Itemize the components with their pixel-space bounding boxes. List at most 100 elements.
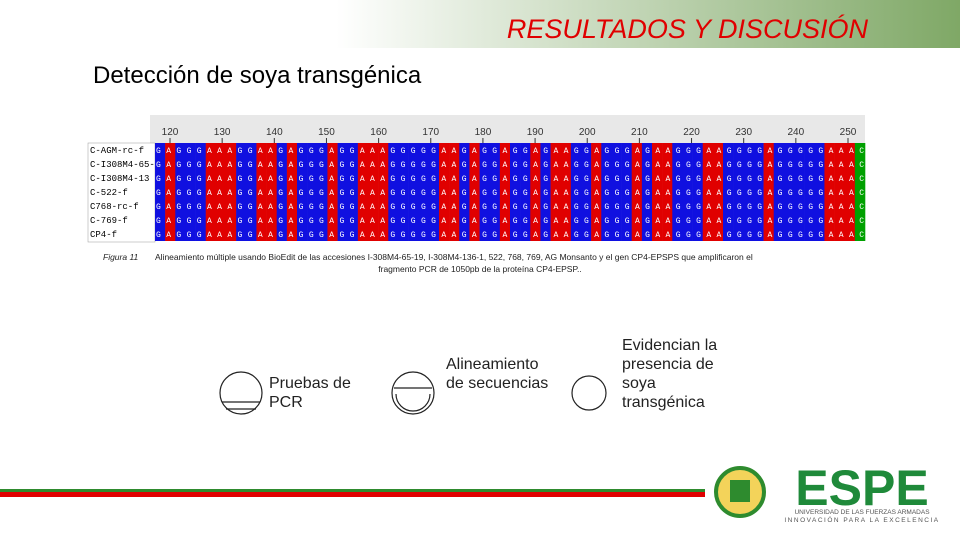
base-cell	[185, 199, 196, 213]
base-cell	[773, 227, 785, 241]
base-cell	[601, 143, 612, 157]
base-cell	[479, 171, 491, 185]
base-cell	[378, 213, 389, 227]
base-cell	[520, 171, 531, 185]
slide-subtitle: Detección de soya transgénica	[93, 62, 422, 89]
base-cell	[814, 227, 825, 241]
base-cell	[631, 199, 643, 213]
base-cell	[175, 171, 186, 185]
base-cell	[520, 157, 531, 171]
base-cell	[388, 185, 399, 199]
base-cell	[418, 227, 430, 241]
base-cell	[723, 157, 734, 171]
base-cell	[834, 227, 846, 241]
base-cell	[702, 171, 714, 185]
base-cell	[510, 227, 521, 241]
base-cell	[662, 199, 673, 213]
base-cell	[824, 157, 835, 171]
base-cell	[794, 143, 805, 157]
sequence-name: C-769-f	[90, 216, 128, 226]
base-cell	[854, 213, 866, 227]
base-cell	[753, 171, 764, 185]
base-cell	[469, 199, 480, 213]
base-cell	[175, 227, 186, 241]
base-cell	[205, 227, 217, 241]
base-cell	[540, 213, 551, 227]
base-cell	[712, 227, 724, 241]
base-cell	[682, 171, 693, 185]
logo-line2: INNOVACIÓN PARA LA EXCELENCIA	[784, 515, 939, 524]
base-cell	[550, 157, 562, 171]
base-cell	[692, 213, 704, 227]
base-cell	[723, 143, 734, 157]
base-cell	[276, 171, 288, 185]
base-cell	[236, 157, 247, 171]
base-cell	[499, 227, 511, 241]
base-cell	[165, 157, 176, 171]
base-cell	[388, 199, 399, 213]
base-cell	[347, 157, 359, 171]
base-cell	[743, 171, 754, 185]
base-cell	[834, 157, 846, 171]
base-cell	[560, 213, 572, 227]
base-cell	[418, 171, 430, 185]
base-cell	[246, 185, 257, 199]
base-cell	[702, 199, 714, 213]
base-cell	[418, 199, 430, 213]
base-cell	[357, 157, 369, 171]
base-cell	[266, 171, 278, 185]
base-cell	[723, 227, 734, 241]
base-cell	[773, 213, 785, 227]
footer-line-green	[0, 489, 705, 492]
base-cell	[763, 213, 775, 227]
base-cell	[783, 227, 795, 241]
base-cell	[763, 199, 775, 213]
base-cell	[479, 227, 491, 241]
base-cell	[479, 213, 491, 227]
base-cell	[327, 199, 338, 213]
base-cell	[165, 171, 176, 185]
base-cell	[540, 143, 551, 157]
base-cell	[297, 157, 308, 171]
caption-text: fragmento PCR de 1050pb de la proteína C…	[378, 264, 582, 274]
base-cell	[307, 143, 318, 157]
base-cell	[317, 171, 328, 185]
base-cell	[266, 185, 278, 199]
base-cell	[682, 199, 693, 213]
base-cell	[550, 171, 562, 185]
base-cell	[611, 213, 622, 227]
base-cell	[783, 199, 795, 213]
base-cell	[530, 143, 541, 157]
base-cell	[702, 227, 714, 241]
base-cell	[763, 227, 775, 241]
base-cell	[854, 199, 866, 213]
base-cell	[540, 185, 551, 199]
base-cell	[773, 171, 785, 185]
base-cell	[276, 213, 288, 227]
base-cell	[357, 143, 369, 157]
base-cell	[449, 227, 460, 241]
base-cell	[733, 227, 744, 241]
base-cell	[631, 157, 643, 171]
base-cell	[418, 185, 430, 199]
base-cell	[368, 227, 379, 241]
base-cell	[205, 143, 217, 157]
base-cell	[286, 213, 298, 227]
base-cell	[794, 199, 805, 213]
base-cell	[641, 199, 653, 213]
base-cell	[611, 157, 622, 171]
sequence-name: CP4-f	[90, 230, 117, 240]
base-cell	[601, 199, 612, 213]
base-cell	[591, 199, 602, 213]
base-cell	[560, 199, 572, 213]
base-cell	[743, 185, 754, 199]
base-cell	[743, 157, 754, 171]
base-cell	[540, 157, 551, 171]
base-cell	[428, 143, 440, 157]
header-band	[0, 0, 960, 48]
base-cell	[317, 213, 328, 227]
base-cell	[723, 213, 734, 227]
base-cell	[205, 157, 217, 171]
base-cell	[824, 185, 835, 199]
